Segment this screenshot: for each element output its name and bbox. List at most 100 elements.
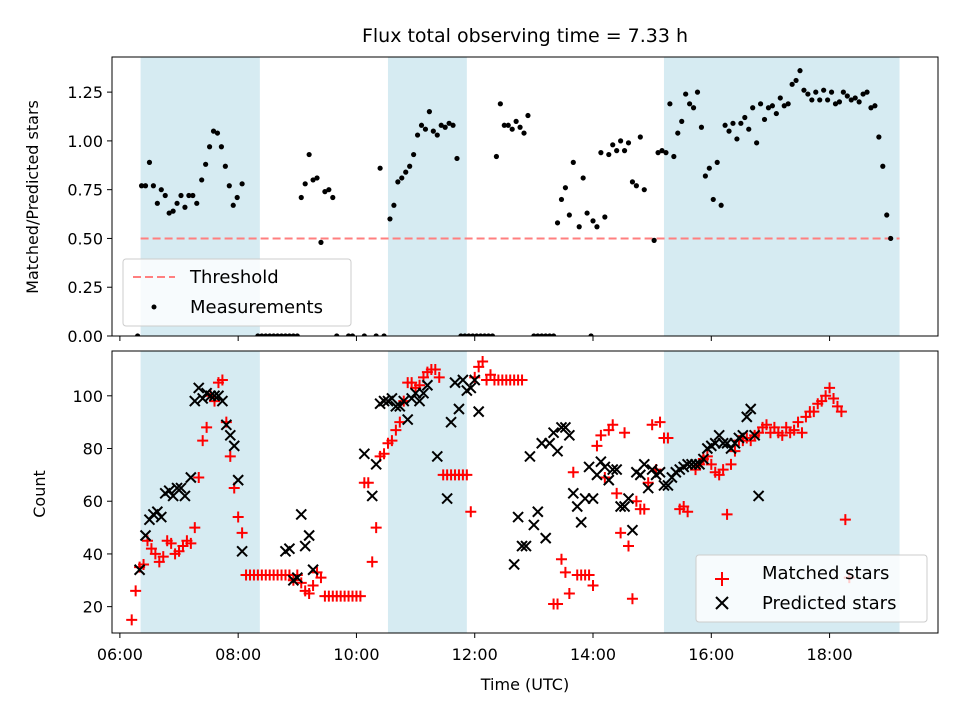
measurement-point	[403, 169, 409, 175]
measurement-point	[282, 333, 289, 336]
predicted-star-marker	[224, 429, 236, 442]
matched-star-marker	[307, 580, 319, 592]
y-tick-label: 1.25	[67, 83, 103, 102]
top-legend-box	[122, 258, 352, 327]
observing-interval	[387, 351, 467, 633]
measurement-point	[306, 151, 312, 158]
measurement-point	[442, 124, 448, 130]
predicted-star-marker	[193, 382, 205, 394]
predicted-star-marker	[634, 469, 647, 481]
measurement-point	[876, 134, 882, 140]
predicted-star-marker	[307, 564, 319, 576]
measurement-point	[868, 105, 874, 111]
matched-star-marker	[429, 363, 441, 375]
y-tick-label: 0.75	[67, 181, 103, 200]
measurement-point	[679, 118, 685, 124]
measurement-point	[214, 130, 221, 136]
predicted-star-marker	[539, 532, 552, 544]
measurement-point	[199, 177, 205, 183]
legend-measurements-label: Measurements	[190, 297, 323, 318]
matched-star-marker	[611, 487, 623, 499]
matched-star-marker	[583, 569, 595, 581]
measurement-point	[263, 333, 269, 336]
measurement-point	[531, 333, 537, 336]
measurement-point	[377, 165, 383, 171]
predicted-star-marker	[603, 474, 615, 486]
measurement-point	[805, 91, 811, 97]
measurement-point	[387, 216, 393, 222]
measurement-point	[474, 333, 480, 336]
measurement-point	[190, 192, 196, 199]
predicted-star-marker	[189, 395, 201, 407]
predicted-star-marker	[607, 463, 619, 476]
measurement-point	[509, 126, 515, 132]
measurement-point	[218, 144, 225, 150]
matched-star-marker	[792, 416, 804, 428]
matched-star-marker	[642, 477, 654, 489]
measurement-point	[765, 105, 772, 111]
measurement-point	[606, 151, 612, 158]
measurement-point	[580, 175, 586, 181]
measurement-point	[836, 99, 843, 105]
x-tick-label: 14:00	[570, 645, 616, 664]
measurement-point	[543, 333, 549, 336]
measurement-point	[769, 103, 776, 109]
predicted-star-marker	[398, 395, 410, 407]
measurement-point	[286, 333, 293, 336]
legend-predicted-swatch	[715, 596, 729, 610]
predicted-star-marker	[445, 416, 457, 428]
measurement-point	[793, 77, 799, 84]
matched-star-marker	[516, 374, 528, 386]
measurement-point	[813, 89, 819, 95]
measurement-point	[683, 91, 689, 97]
matched-star-marker	[835, 406, 847, 418]
measurement-point	[781, 103, 787, 109]
measurement-point	[602, 214, 608, 220]
measurement-point	[730, 120, 736, 126]
y-tick-label: 80	[83, 440, 103, 459]
predicted-star-marker	[638, 458, 650, 471]
measurement-point	[860, 91, 866, 97]
measurement-point	[742, 114, 748, 121]
measurement-point	[726, 128, 732, 134]
predicted-star-marker	[295, 508, 307, 521]
measurement-point	[278, 333, 285, 336]
predicted-star-marker	[748, 429, 761, 442]
matched-star-marker	[303, 587, 315, 599]
matched-star-marker	[760, 419, 772, 431]
predicted-star-marker	[524, 450, 536, 463]
predicted-star-marker	[465, 382, 477, 394]
top-ylabel: Matched/Predicted stars	[23, 100, 42, 294]
top-legend: Threshold Measurements	[122, 258, 352, 327]
matched-star-marker	[165, 537, 177, 549]
measurement-point	[535, 333, 541, 336]
measurement-point	[166, 210, 172, 216]
matched-star-marker	[808, 406, 820, 418]
measurement-point	[182, 204, 188, 210]
matched-star-marker	[149, 548, 161, 560]
y-tick-label: 40	[83, 545, 103, 564]
legend-matched-swatch	[715, 572, 729, 586]
predicted-star-marker	[378, 395, 390, 407]
matched-star-marker	[130, 585, 142, 597]
predicted-star-marker	[133, 564, 146, 576]
matched-star-marker	[185, 537, 197, 549]
matched-star-marker	[378, 448, 390, 460]
measurement-point	[330, 194, 336, 201]
matched-star-marker	[563, 587, 575, 599]
measurement-point	[777, 95, 783, 101]
measurement-point	[525, 112, 531, 119]
matched-star-marker	[638, 503, 650, 515]
bottom-x-axis: 06:00 08:00 10:00 12:00 14:00 16:00 18:00	[97, 633, 853, 664]
matched-star-marker	[315, 572, 327, 584]
measurement-point	[702, 173, 708, 179]
predicted-star-marker	[626, 524, 639, 536]
measurement-point	[554, 220, 561, 226]
measurement-point	[690, 105, 697, 111]
x-tick-label: 16:00	[688, 645, 734, 664]
measurement-point	[797, 68, 803, 74]
measurement-point	[832, 101, 839, 107]
measurement-point	[478, 333, 484, 336]
measurement-point	[294, 333, 300, 336]
matched-star-marker	[725, 458, 737, 470]
